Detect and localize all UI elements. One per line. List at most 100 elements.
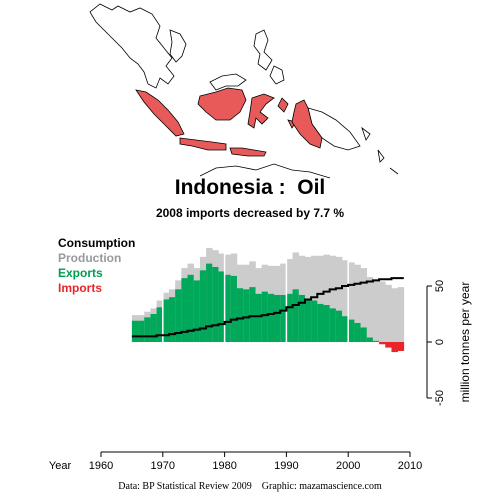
x-axis: 1960 1970 1980 1990 2000 2010 Year [49,451,422,472]
exports-bar-1994 [311,300,318,342]
kalimantan-island [197,87,247,121]
vanuatu-outline [377,149,385,163]
sulawesi-island [247,93,275,129]
maluku-island [277,97,289,113]
lesser-sunda-islands [229,147,267,157]
production-bar-1999 [342,260,349,342]
y-tick-label-50: 50 [434,280,446,292]
consumption-step-line [131,277,404,338]
y-axis-label: million tonnes per year [458,282,472,403]
australia-coast-outline [199,163,331,179]
philippines-outline [253,29,273,71]
imports-bar-2007 [391,342,398,353]
exports-bar-2003 [366,337,374,342]
imports-bar-2008 [397,342,405,351]
exports-bar-1989 [280,294,287,342]
consumption-line-group [131,277,404,338]
legend-item-consumption: Consumption [58,236,136,250]
production-bar-2002 [360,268,368,342]
production-bar-2008 [397,287,405,342]
production-bar-2007 [391,288,398,342]
exports-bar-1998 [335,310,343,342]
exports-bar-1967 [144,317,151,342]
exports-bar-1966 [138,320,145,342]
y-tick-label-0: 0 [434,339,446,345]
x-axis-label: Year [49,460,72,472]
exports-bar-1972 [175,289,182,342]
exports-bar-1977 [206,263,213,342]
exports-bar-2000 [348,319,355,342]
x-tick-label-1970: 1970 [151,460,175,472]
legend-item-exports: Exports [58,266,103,280]
exports-bar-1997 [329,308,337,342]
exports-bar-1971 [168,297,176,342]
map-coastlines [89,3,399,179]
exports-bar-1968 [150,314,157,342]
production-bar-1994 [311,255,318,342]
exports-bar-1995 [317,303,324,342]
exports-bar-2001 [354,322,361,342]
sumatra-island [135,89,185,137]
exports-bar-1984 [249,287,256,342]
chart-title: Indonesia : Oil [174,176,326,199]
exports-bar-2004 [372,340,380,342]
mindanao-outline [269,65,285,85]
exports-bar-1996 [323,305,330,342]
java-island [179,137,227,151]
exports-bar-1979 [218,271,225,342]
production-bar-2004 [372,279,380,342]
papua-island [291,99,323,149]
exports-bar-1987 [267,293,275,342]
y-tick-label--50: -50 [434,390,446,406]
mainland-asia-outline [89,3,175,89]
exports-bar-1973 [181,278,188,342]
exports-bar-1999 [342,316,349,342]
exports-bar-1970 [162,299,170,342]
production-bar-1996 [323,254,330,342]
indonesia-islands [135,87,323,157]
exports-bar-1988 [274,294,281,342]
legend-item-imports: Imports [58,281,103,295]
chart-subtitle: 2008 imports decreased by 7.7 % [155,206,345,220]
legend-item-production: Production [58,251,122,265]
exports-bar-1990 [286,293,293,342]
production-bar-1995 [317,255,324,342]
exports-bar-1986 [261,291,269,342]
production-bar-1997 [329,255,337,342]
x-tick-label-2000: 2000 [336,460,360,472]
production-bar-2000 [348,262,355,342]
exports-bar-1980 [224,274,232,342]
imports-bar-2005 [379,342,386,345]
indochina-outline [169,29,187,63]
exports-bar-1991 [292,289,300,342]
y-axis: -50 0 50 million tonnes per year [426,280,472,406]
x-tick-label-1980: 1980 [212,460,236,472]
production-bar-2003 [366,277,374,342]
production-bar-1998 [335,256,343,342]
exports-bar-1992 [298,294,306,342]
exports-bar-1975 [193,280,201,342]
x-tick-label-1990: 1990 [274,460,298,472]
decade-gridlines [162,241,349,342]
production-bar-2006 [385,284,392,342]
exports-bar-1976 [199,270,207,342]
exports-bar-1982 [236,288,244,342]
imports-bar-2006 [385,342,392,348]
x-tick-label-2010: 2010 [398,460,422,472]
exports-bar-2002 [360,327,368,342]
exports-bar-1993 [304,299,312,342]
sabah-sarawak-outline [209,73,247,91]
exports-bar-1985 [255,293,262,342]
exports-bar-1974 [187,274,194,342]
indonesia-region-map [89,3,399,179]
exports-bar-1965 [131,320,139,342]
production-bar-2005 [379,281,386,342]
exports-bar-1978 [212,266,219,342]
x-tick-label-1960: 1960 [89,460,113,472]
exports-bar-1969 [156,307,164,342]
production-bar-2001 [354,264,361,342]
plot-areas [131,247,405,353]
footer-credits: Data: BP Statistical Review 2009 Graphic… [118,481,382,492]
legend: Consumption Production Exports Imports [58,236,135,296]
